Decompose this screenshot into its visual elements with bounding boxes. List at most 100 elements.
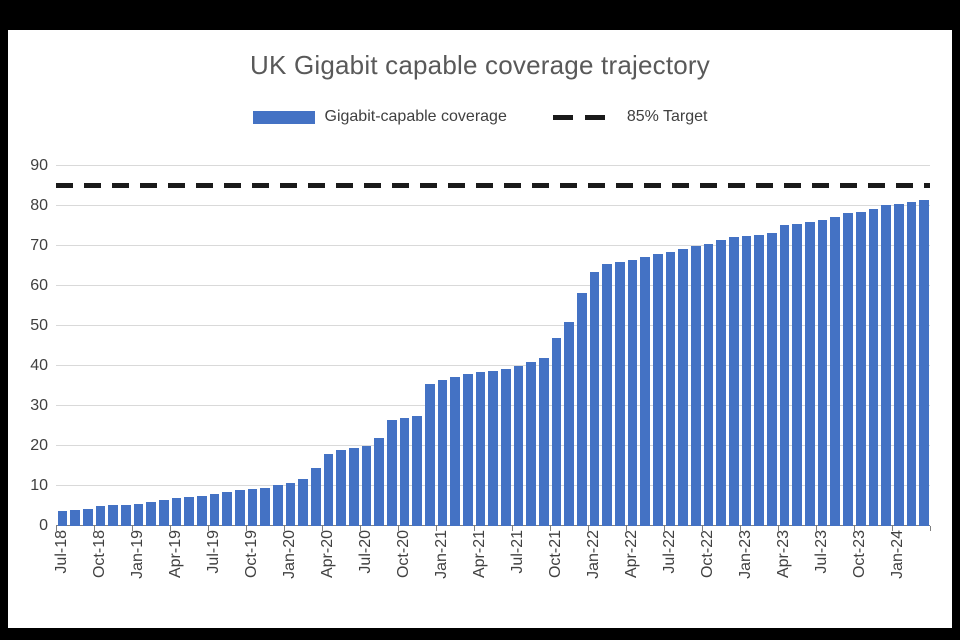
bar bbox=[855, 211, 866, 526]
x-tick-label: Jul-19 bbox=[205, 530, 223, 574]
bar bbox=[95, 506, 106, 526]
bar bbox=[868, 208, 879, 526]
x-tick-mark bbox=[208, 526, 209, 531]
bar bbox=[412, 416, 422, 526]
bar bbox=[323, 454, 334, 526]
legend: Gigabit-capable coverage 85% Target bbox=[8, 108, 952, 126]
y-axis-labels: 0 10 20 30 40 50 60 70 80 90 bbox=[8, 157, 48, 534]
bar bbox=[475, 372, 486, 526]
x-tick-label: Jul-18 bbox=[53, 530, 71, 574]
x-tick-label: Jul-23 bbox=[813, 530, 831, 574]
x-tick-mark bbox=[94, 526, 95, 531]
x-tick-mark bbox=[854, 526, 855, 531]
bar bbox=[82, 508, 93, 526]
bar bbox=[551, 338, 562, 526]
y-tick-label: 80 bbox=[30, 196, 48, 214]
bar bbox=[602, 264, 613, 526]
x-tick-mark bbox=[512, 526, 513, 531]
bar bbox=[564, 322, 575, 526]
bar bbox=[805, 221, 815, 526]
bar bbox=[678, 249, 689, 526]
x-tick-label: Apr-20 bbox=[319, 530, 337, 579]
bar bbox=[501, 368, 511, 526]
bar bbox=[817, 219, 828, 526]
bar bbox=[57, 511, 68, 526]
x-tick-label: Jan-19 bbox=[129, 530, 147, 579]
bar bbox=[247, 488, 258, 526]
x-tick-label: Jul-20 bbox=[357, 530, 375, 574]
bar bbox=[691, 246, 701, 526]
y-tick-label: 10 bbox=[30, 476, 48, 494]
bar bbox=[716, 240, 727, 526]
bar bbox=[184, 496, 194, 526]
bar bbox=[108, 505, 118, 526]
x-tick-mark bbox=[701, 526, 703, 531]
bar bbox=[209, 494, 220, 526]
bar bbox=[830, 217, 841, 526]
bar bbox=[513, 366, 524, 526]
chart-frame: UK Gigabit capable coverage trajectory G… bbox=[8, 30, 952, 628]
x-tick-mark bbox=[170, 526, 171, 531]
y-tick-label: 70 bbox=[30, 236, 48, 254]
bar bbox=[640, 257, 651, 526]
gridline bbox=[56, 365, 930, 367]
gridline bbox=[56, 245, 930, 246]
x-tick-mark bbox=[398, 526, 399, 531]
y-tick-label: 90 bbox=[30, 157, 48, 174]
x-tick-mark bbox=[436, 526, 437, 531]
bar bbox=[463, 374, 473, 526]
legend-target-label: 85% Target bbox=[626, 108, 708, 125]
x-tick-mark bbox=[664, 526, 665, 531]
bar bbox=[919, 200, 929, 526]
bar bbox=[133, 504, 144, 526]
bar bbox=[196, 495, 207, 526]
legend-coverage-label: Gigabit-capable coverage bbox=[324, 108, 507, 125]
gridline bbox=[56, 205, 930, 207]
x-tick-label: Oct-18 bbox=[91, 530, 109, 579]
bar bbox=[437, 380, 448, 526]
bar bbox=[627, 260, 638, 526]
x-tick-label: Oct-20 bbox=[395, 530, 413, 579]
x-tick-mark bbox=[246, 526, 247, 531]
chart-title: UK Gigabit capable coverage trajectory bbox=[250, 50, 710, 80]
bar bbox=[336, 450, 346, 526]
y-tick-label: 0 bbox=[39, 517, 48, 534]
gridline bbox=[56, 285, 930, 286]
bar bbox=[843, 213, 853, 526]
bar bbox=[310, 468, 321, 526]
x-tick-label: Apr-21 bbox=[471, 530, 489, 579]
bar bbox=[539, 358, 549, 526]
x-tick-mark bbox=[474, 526, 475, 531]
bar bbox=[615, 262, 625, 526]
x-tick-mark bbox=[778, 526, 779, 531]
x-tick-label: Jan-20 bbox=[281, 530, 299, 579]
target-line bbox=[56, 183, 930, 189]
x-tick-mark bbox=[588, 526, 589, 531]
x-tick-mark bbox=[132, 526, 133, 531]
bar bbox=[906, 202, 917, 526]
x-tick-label: Apr-23 bbox=[775, 530, 793, 579]
target-dash-icon bbox=[552, 114, 617, 120]
x-tick-label: Oct-23 bbox=[851, 530, 869, 579]
bar bbox=[348, 448, 359, 526]
bar bbox=[792, 223, 803, 526]
bar bbox=[653, 254, 663, 526]
plot-area bbox=[56, 165, 930, 526]
bar bbox=[171, 498, 182, 526]
bar bbox=[298, 478, 308, 526]
coverage-swatch-icon bbox=[252, 110, 315, 124]
bar bbox=[881, 205, 891, 526]
x-tick-label: Oct-21 bbox=[547, 530, 565, 579]
x-tick-label: Jan-23 bbox=[737, 530, 755, 579]
x-tick-mark bbox=[626, 526, 627, 531]
y-tick-label: 20 bbox=[30, 437, 48, 454]
x-tick-mark bbox=[892, 526, 893, 531]
bar bbox=[70, 510, 80, 526]
x-tick-mark bbox=[360, 526, 361, 531]
x-axis-labels: Jul-18 Oct-18 Jan-19 Apr-19 Jul-19 Oct-19 Jan-… bbox=[53, 526, 931, 616]
bar bbox=[158, 500, 169, 526]
legend-item-coverage: Gigabit-capable coverage bbox=[252, 108, 507, 126]
x-tick-mark bbox=[322, 526, 323, 531]
bar bbox=[779, 225, 790, 526]
bar bbox=[767, 233, 777, 526]
